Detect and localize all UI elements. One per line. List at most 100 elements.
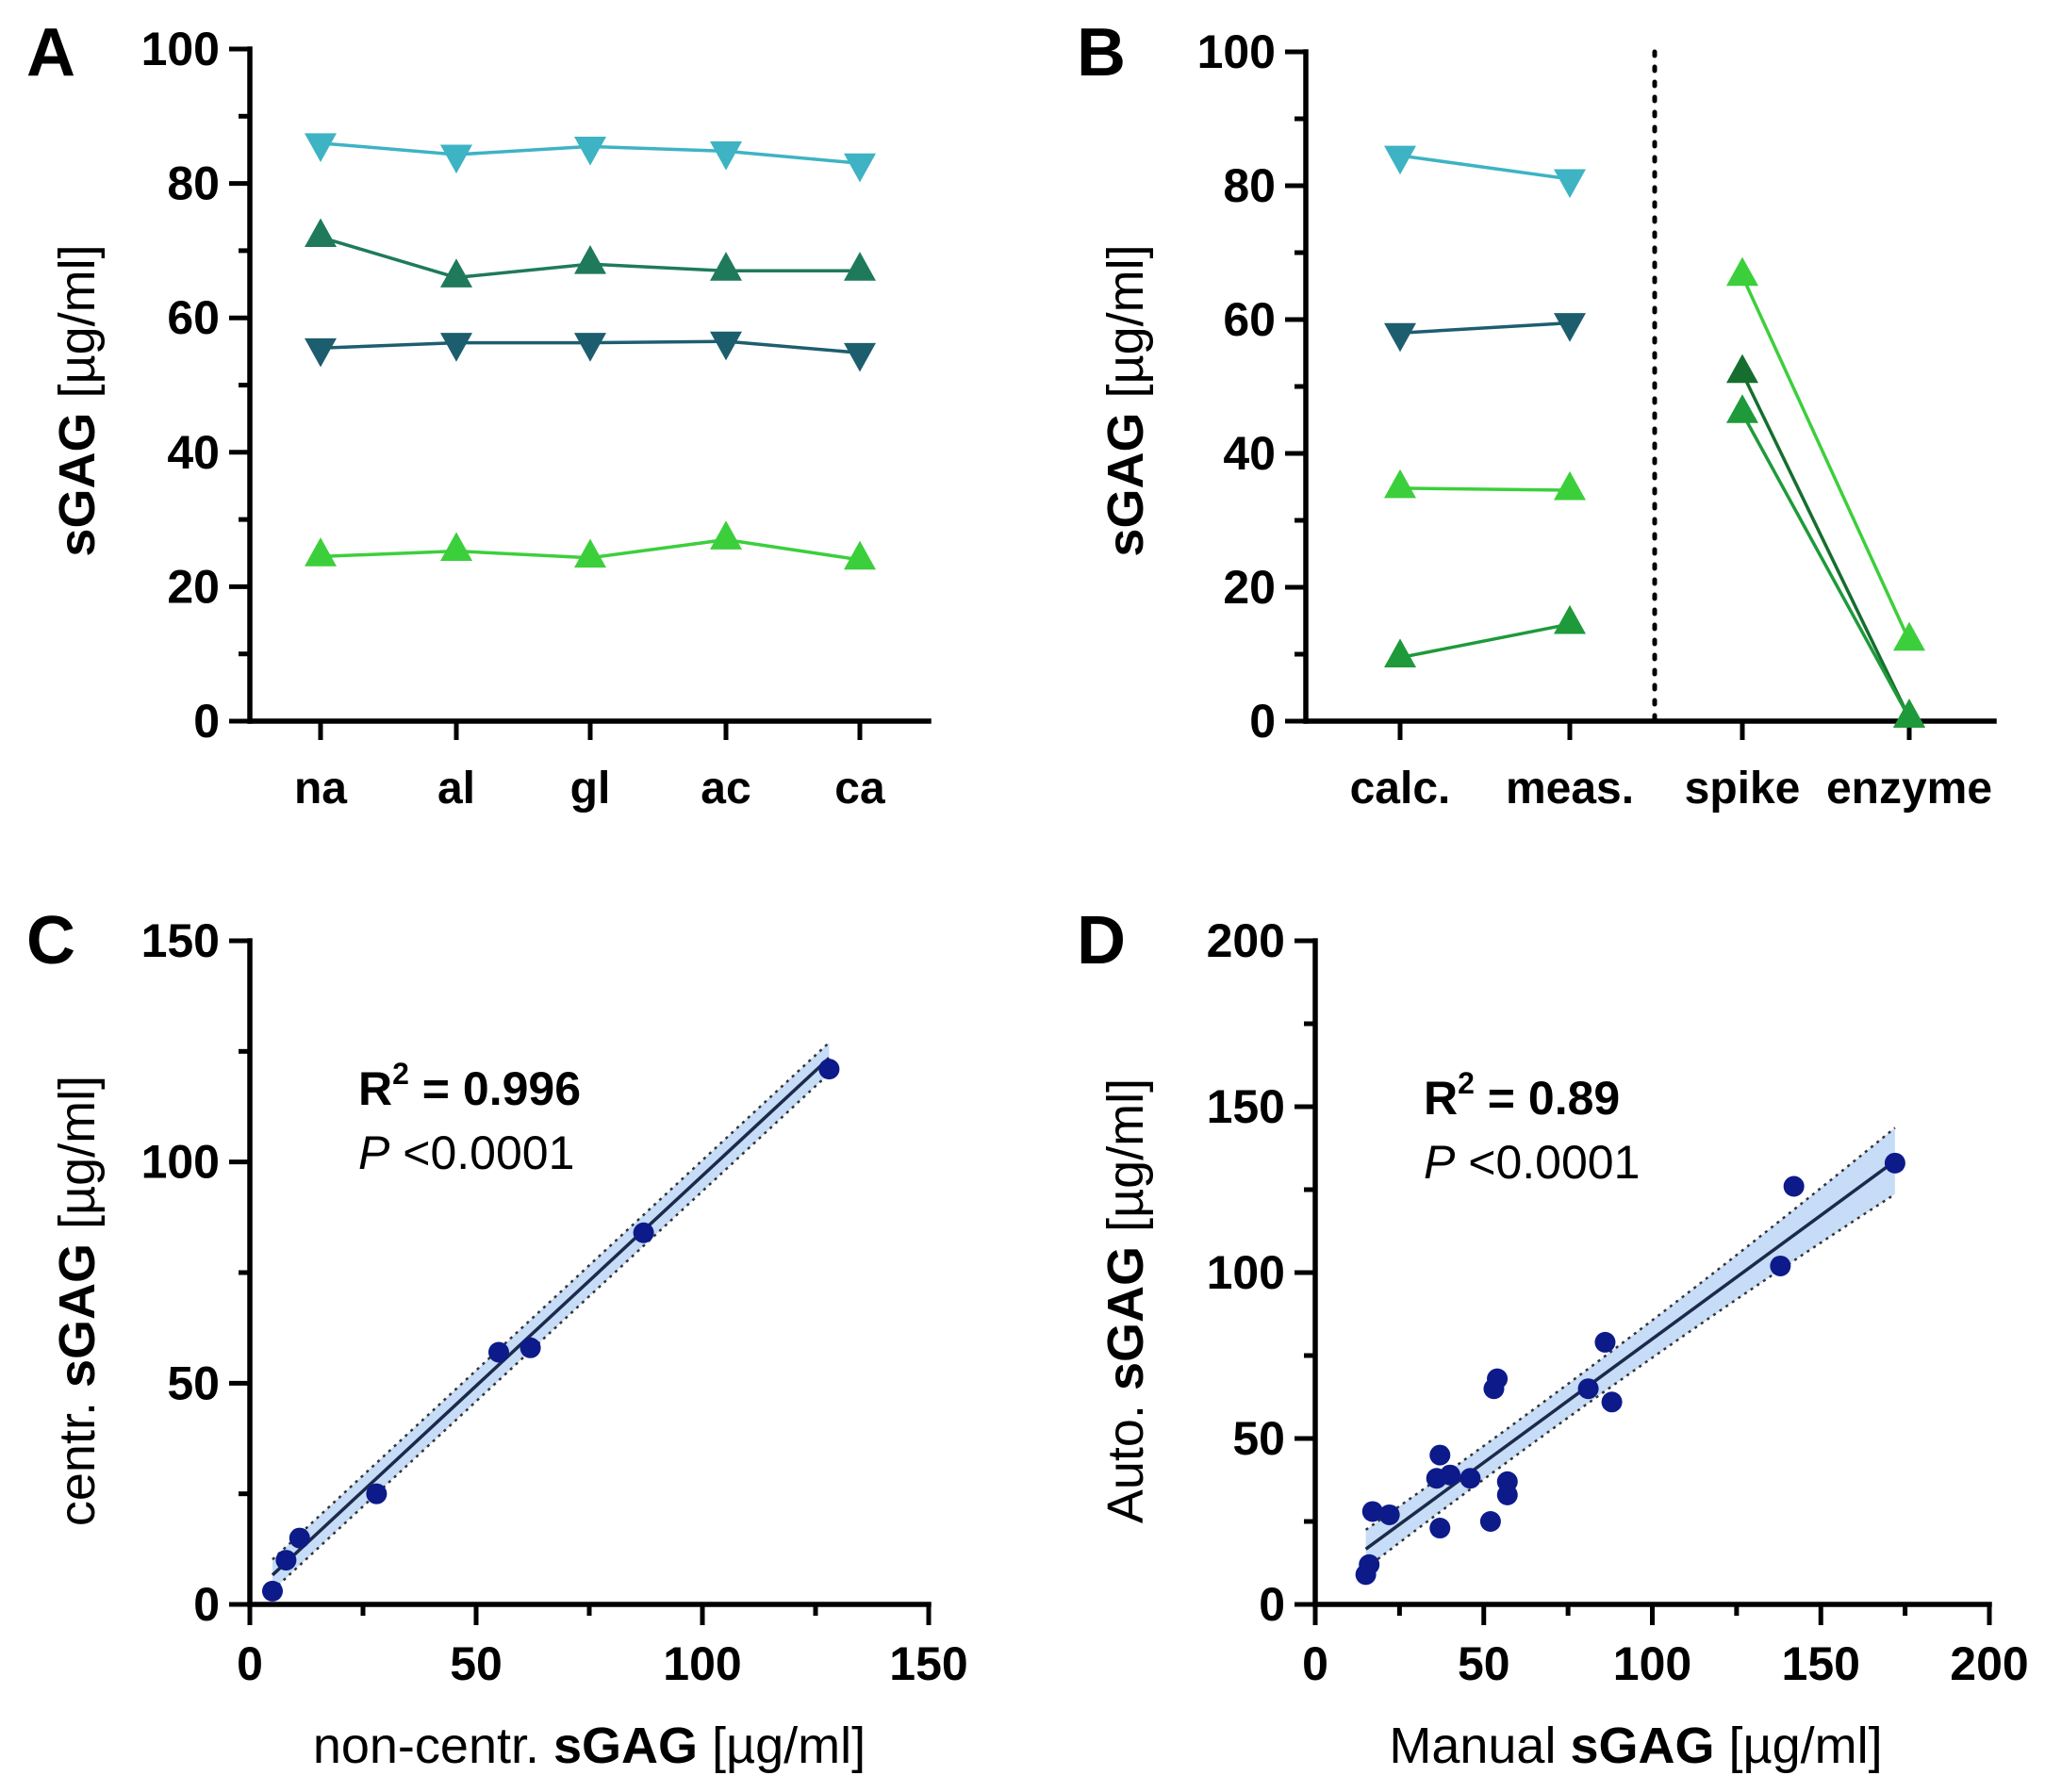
panel-b-plot: 0 20 40 60 80 100 calc. meas. spike enzyme — [1197, 25, 1997, 814]
series-marker-a-1 — [574, 244, 606, 274]
panel-c-plot: 0 50 100 150 0 50 100 150 — [141, 914, 968, 1690]
y-tick-label-a: 100 — [141, 23, 220, 75]
band-upper-c — [272, 1042, 831, 1561]
y-tick-label-b: 80 — [1223, 159, 1276, 212]
annotation-p-c-value: <0.0001 — [389, 1126, 574, 1179]
xlabel-d: Manual sGAG [µg/ml] — [1389, 1718, 1882, 1774]
ylabel-a-rest: [µg/ml] — [49, 244, 106, 412]
y-tick-label-b: 40 — [1223, 427, 1276, 480]
confidence-band-d — [1365, 1127, 1895, 1569]
ylabel-b: sGAG [µg/ml] — [1097, 244, 1154, 556]
series-line-b-3 — [1399, 622, 1571, 660]
ylabel-c-rest: [µg/ml] — [49, 1076, 106, 1243]
series-marker-a-3 — [440, 532, 472, 562]
series-marker-a-3 — [574, 538, 606, 568]
annotation-r2-c-sup: 2 — [392, 1057, 409, 1091]
y-tick-label-c: 50 — [167, 1356, 220, 1409]
series-marker-b-0 — [1384, 145, 1416, 175]
series-marker-b-0 — [1554, 169, 1586, 199]
series-marker-a-0 — [844, 153, 876, 183]
y-tick-label-a: 0 — [193, 695, 220, 748]
y-tick-label-d: 200 — [1207, 914, 1285, 967]
series-marker-b-3 — [1554, 604, 1586, 634]
ylabel-b-bold: sGAG — [1097, 413, 1154, 557]
data-point-d — [1577, 1378, 1599, 1400]
series-marker-b-6 — [1893, 699, 1925, 728]
series-marker-a-3 — [844, 540, 876, 570]
y-tick-label-a: 60 — [167, 291, 220, 344]
xlabel-d-bold: sGAG — [1570, 1718, 1714, 1774]
x-tick-label-b: calc. — [1350, 764, 1451, 814]
series-marker-a-1 — [440, 258, 472, 288]
series-marker-a-1 — [710, 252, 742, 281]
annotation-r2-d-sup: 2 — [1458, 1066, 1475, 1100]
band-lower-d — [1364, 1192, 1896, 1570]
band-lower-c — [272, 1072, 831, 1592]
series-line-b-1 — [1399, 321, 1571, 335]
ylabel-d-rest: [µg/ml] — [1097, 1078, 1154, 1246]
series-marker-b-4 — [1726, 256, 1758, 287]
panel-a-plot: 0 20 40 60 80 100 na al gl ac ca — [141, 23, 932, 814]
x-tick-label-a: gl — [570, 764, 611, 814]
x-tick-label-a: ac — [701, 764, 750, 814]
data-point-d — [1359, 1554, 1380, 1575]
series-marker-b-1 — [1384, 322, 1416, 353]
annotation-p-d-label: P — [1424, 1136, 1456, 1189]
y-tick-label-a: 40 — [167, 426, 220, 479]
x-tick-label-a: ca — [834, 764, 885, 814]
ylabel-d-plain: Auto. — [1097, 1390, 1154, 1523]
data-point-c — [488, 1341, 509, 1363]
x-tick-label-d: 150 — [1782, 1637, 1860, 1690]
data-point-c — [275, 1550, 297, 1571]
xlabel-c-rest: [µg/ml] — [698, 1718, 866, 1774]
panel-label-b: B — [1077, 15, 1126, 90]
data-point-c — [633, 1222, 654, 1243]
annotation-r2-d-label: R — [1424, 1072, 1458, 1125]
xlabel-c: non-centr. sGAG [µg/ml] — [313, 1718, 866, 1774]
x-tick-label-b: spike — [1685, 764, 1801, 814]
x-tick-label-c: 150 — [889, 1637, 967, 1690]
annotation-p-c: P <0.0001 — [358, 1126, 574, 1179]
series-marker-b-3 — [1384, 638, 1416, 667]
data-point-d — [1884, 1152, 1905, 1174]
series-line-b-6 — [1740, 412, 1911, 719]
ylabel-b-rest: [µg/ml] — [1097, 244, 1154, 412]
series-marker-a-1 — [305, 218, 337, 248]
ylabel-a-bold: sGAG — [49, 413, 106, 557]
y-tick-label-a: 20 — [167, 560, 220, 613]
x-tick-label-b: enzyme — [1826, 764, 1992, 814]
data-point-d — [1479, 1511, 1501, 1532]
y-tick-label-b: 0 — [1249, 695, 1276, 748]
annotation-r2-d: R2 = 0.89 — [1424, 1066, 1620, 1125]
series-marker-a-2 — [440, 333, 472, 362]
data-point-d — [1429, 1444, 1451, 1466]
series-marker-a-2 — [574, 333, 606, 362]
series-marker-b-2 — [1554, 470, 1586, 501]
data-point-d — [1487, 1368, 1509, 1389]
x-tick-label-b: meas. — [1506, 764, 1634, 814]
annotation-r2-d-value: = 0.89 — [1475, 1072, 1620, 1125]
annotation-p-d-value: <0.0001 — [1455, 1136, 1640, 1189]
series-marker-a-0 — [305, 133, 337, 163]
y-tick-label-d: 0 — [1259, 1578, 1285, 1631]
annotation-p-d: P <0.0001 — [1424, 1136, 1640, 1189]
data-point-c — [818, 1059, 840, 1080]
y-tick-label-b: 60 — [1223, 293, 1276, 346]
series-marker-a-3 — [305, 537, 337, 567]
series-marker-b-6 — [1726, 394, 1758, 423]
x-tick-label-d: 50 — [1458, 1637, 1510, 1690]
xlabel-c-plain: non-centr. — [313, 1718, 553, 1774]
ylabel-c-plain: centr. — [49, 1388, 106, 1526]
x-tick-label-d: 200 — [1950, 1637, 2028, 1690]
data-point-d — [1429, 1518, 1451, 1539]
series-marker-a-3 — [710, 520, 742, 550]
data-point-d — [1601, 1391, 1623, 1413]
series-line-b-0 — [1399, 154, 1571, 181]
series-line-b-4 — [1740, 275, 1911, 642]
x-tick-label-a: al — [437, 764, 475, 814]
y-tick-label-a: 80 — [167, 157, 220, 210]
xlabel-c-bold: sGAG — [553, 1718, 698, 1774]
data-point-c — [519, 1337, 541, 1358]
y-tick-label-d: 50 — [1232, 1412, 1285, 1465]
series-marker-a-2 — [305, 337, 337, 368]
